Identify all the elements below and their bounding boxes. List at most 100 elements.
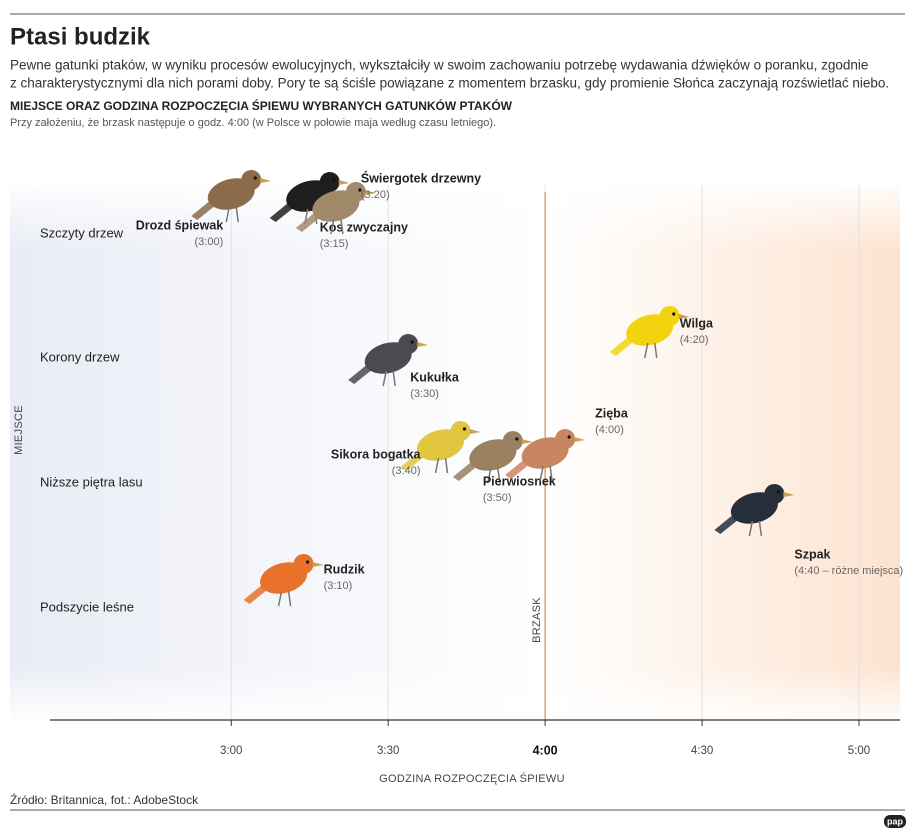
bird-leg <box>654 342 658 359</box>
x-tick-label: 3:30 <box>377 745 399 757</box>
bird-eye <box>672 312 676 316</box>
bird-beak <box>521 439 533 444</box>
bird-eye <box>410 340 414 344</box>
bird-marker <box>348 334 429 387</box>
bird-eye <box>305 560 310 564</box>
x-tick-label: 4:00 <box>533 743 558 757</box>
dawn-label: BRZASK <box>531 597 543 643</box>
bird-time: (3:15) <box>320 238 349 250</box>
bird-head <box>345 182 366 202</box>
bird-body <box>730 492 778 524</box>
bird-leg <box>225 206 230 223</box>
bird-eye <box>776 490 780 494</box>
bird-name: Świergotek drzewny <box>361 170 481 185</box>
bird-head <box>555 429 576 449</box>
bird-body <box>469 439 517 471</box>
bird-marker <box>609 306 690 359</box>
bird-name: Sikora bogatka <box>331 447 422 461</box>
bird-leg <box>497 467 501 484</box>
source: Źródło: Britannica, fot.: AdobeStock <box>10 792 199 807</box>
bird-body <box>260 562 308 594</box>
bird-leg <box>758 520 763 537</box>
bird-leg <box>748 520 754 537</box>
bird-name: Kukułka <box>410 370 460 384</box>
subtitle: MIEJSCE ORAZ GODZINA ROZPOCZĘCIA ŚPIEWU … <box>10 98 513 113</box>
bird-leg <box>330 218 335 235</box>
bird-beak <box>783 492 795 497</box>
bird-leg <box>444 457 449 474</box>
bird-head <box>450 421 471 441</box>
bird-head <box>319 172 340 192</box>
bird-eye <box>332 178 336 182</box>
bird-eye <box>515 437 519 441</box>
bird-marker <box>452 431 533 484</box>
bird-name: Szpak <box>794 547 830 561</box>
bird-body <box>521 437 569 469</box>
bird-head <box>764 484 785 504</box>
bird-leg <box>340 218 344 235</box>
bird-name: Pierwiosnek <box>483 474 556 488</box>
bird-marker <box>714 484 795 537</box>
x-tick-label: 3:00 <box>220 745 242 757</box>
bird-beak <box>574 437 586 442</box>
bird-leg <box>549 465 553 482</box>
bird-body <box>626 314 674 346</box>
bird-body <box>312 190 360 222</box>
bird-marker <box>243 554 324 607</box>
logo-badge <box>884 815 906 828</box>
bird-leg <box>644 342 649 359</box>
x-axis-title: GODZINA ROZPOCZĘCIA ŚPIEWU <box>379 772 565 785</box>
bird-name: Wilga <box>680 316 714 330</box>
bird-eye <box>567 435 571 439</box>
bird-beak <box>678 314 690 319</box>
bird-beak <box>417 342 429 347</box>
description: Pewne gatunki ptaków, w wyniku procesów … <box>10 58 868 73</box>
bird-marker <box>295 182 376 235</box>
bird-name: Drozd śpiewak <box>136 218 224 232</box>
bird-body <box>416 429 465 461</box>
bird-time: (3:40) <box>392 465 421 477</box>
bird-beak <box>338 180 350 185</box>
bird-time: (4:00) <box>595 424 624 436</box>
bird-head <box>241 170 262 190</box>
bird-marker <box>400 421 481 474</box>
row-label: Niższe piętra lasu <box>40 474 143 489</box>
bird-leg <box>434 457 440 474</box>
bird-name: Rudzik <box>324 562 365 576</box>
description: z charakterystycznymi dla nich porami do… <box>10 76 889 91</box>
bird-marker <box>505 429 586 482</box>
x-tick-label: 4:30 <box>691 745 713 757</box>
bird-leg <box>392 370 396 387</box>
bird-head <box>398 334 419 354</box>
bird-time: (4:40 – różne miejsca) <box>794 565 903 577</box>
bird-name: Zięba <box>595 406 629 420</box>
bird-beak <box>260 178 272 183</box>
bird-leg <box>487 467 492 484</box>
bird-time: (3:10) <box>324 580 353 592</box>
bird-beak <box>312 562 324 567</box>
bird-beak <box>364 190 376 195</box>
row-label: Szczyty drzew <box>40 225 124 240</box>
bird-leg <box>539 465 544 482</box>
bird-head <box>293 554 314 574</box>
title: Ptasi budzik <box>10 23 151 50</box>
bird-body <box>207 178 255 210</box>
bird-time: (3:50) <box>483 492 512 504</box>
row-label: Podszycie leśne <box>40 599 134 614</box>
bird-time: (4:20) <box>680 334 709 346</box>
bird-leg <box>287 590 292 607</box>
bird-leg <box>277 590 283 607</box>
bird-time: (3:30) <box>410 388 439 400</box>
note: Przy założeniu, że brzask następuje o go… <box>10 117 496 129</box>
x-tick-label: 5:00 <box>848 745 870 757</box>
row-label: Korony drzew <box>40 349 120 364</box>
bird-eye <box>253 176 257 180</box>
logo: pap <box>887 816 904 826</box>
bird-time: (3:00) <box>195 236 224 248</box>
bird-leg <box>382 370 387 387</box>
bird-beak <box>469 429 481 434</box>
bird-leg <box>235 206 239 223</box>
bird-body <box>364 342 412 374</box>
